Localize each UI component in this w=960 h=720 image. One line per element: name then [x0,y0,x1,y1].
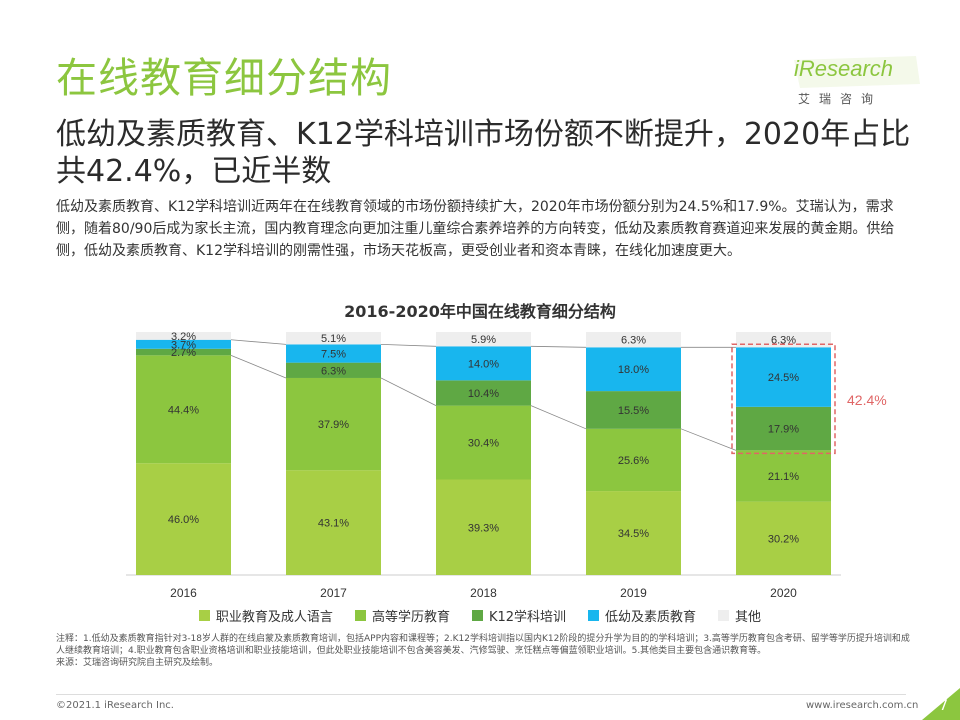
x-tick-label-2016: 2016 [170,586,197,600]
chart-title: 2016-2020年中国在线教育细分结构 [344,302,616,321]
legend-item-early-quality: 低幼及素质教育 [588,606,696,625]
page-title: 在线教育细分结构 [56,54,392,102]
bar-k12-2017 [286,362,381,378]
highlight-label: 42.4% [847,392,887,408]
bar-higher-ed-2019 [586,428,681,492]
bar-vocational-2020 [736,501,831,575]
website-url: www.iresearch.com.cn [806,700,919,711]
chart-legend: 职业教育及成人语言 高等学历教育 K12学科培训 低幼及素质教育 其他 [0,606,960,625]
legend-label-vocational: 职业教育及成人语言 [215,610,333,625]
bar-vocational-2018 [436,479,531,575]
connector-higher-ed-1 [380,377,437,406]
data-label-vocational-2017: 43.1% [318,518,349,530]
x-tick-label-2019: 2019 [620,586,647,600]
data-label-k12-2017: 6.3% [321,365,346,377]
data-label-vocational-2020: 30.2% [768,533,799,545]
data-label-higher-ed-2016: 44.4% [168,404,199,416]
page-number: 7 [939,698,948,714]
legend-item-other: 其他 [718,606,761,625]
page-corner-decoration [922,688,960,720]
logo-brand: iResearch [794,56,894,81]
data-label-early-quality-2017: 7.5% [321,349,346,361]
source-text: 来源：艾瑞咨询研究院自主研究及绘制。 [56,658,219,668]
data-label-k12-2019: 15.5% [618,405,649,417]
iresearch-logo: iResearch 艾瑞咨询 [792,54,922,112]
data-label-higher-ed-2018: 30.4% [468,438,499,450]
bar-early-quality-2016 [136,339,231,349]
connector-higher-ed-3 [680,428,737,451]
legend-swatch-k12 [471,610,483,621]
bar-early-quality-2020 [736,347,831,407]
data-label-higher-ed-2017: 37.9% [318,419,349,431]
legend-swatch-higher-ed [354,610,366,621]
bar-k12-2016 [136,348,231,356]
data-label-higher-ed-2020: 21.1% [768,471,799,483]
x-tick-label-2018: 2018 [470,586,497,600]
logo-subtitle: 艾瑞咨询 [798,92,883,106]
bar-higher-ed-2020 [736,450,831,502]
data-label-other-2016: 3.2% [171,331,196,343]
data-label-k12-2018: 10.4% [468,388,499,400]
bar-other-2018 [436,332,531,347]
legend-label-early-quality: 低幼及素质教育 [605,610,697,625]
body-paragraph: 低幼及素质教育、K12学科培训近两年在在线教育领域的市场份额持续扩大，2020年… [56,199,895,259]
bar-higher-ed-2018 [436,405,531,480]
connector-early-quality-2 [530,345,587,348]
bar-k12-2019 [586,391,681,429]
bar-vocational-2017 [286,470,381,575]
x-tick-label-2020: 2020 [770,586,797,600]
connector-higher-ed-0 [230,354,287,379]
data-label-early-quality-2019: 18.0% [618,364,649,376]
logo-mark [794,56,920,88]
legend-item-vocational: 职业教育及成人语言 [198,606,333,625]
bar-vocational-2016 [136,463,231,575]
data-label-early-quality-2018: 14.0% [468,358,499,370]
bar-higher-ed-2017 [286,377,381,471]
data-label-early-quality-2020: 24.5% [768,372,799,384]
bar-other-2019 [586,332,681,348]
bar-other-2020 [736,332,831,348]
data-label-vocational-2018: 39.3% [468,522,499,534]
highlight-box [731,343,836,455]
legend-label-higher-ed: 高等学历教育 [371,610,450,625]
connector-higher-ed-2 [530,405,587,430]
footer-divider [56,694,906,695]
legend-swatch-other [718,610,730,621]
data-label-other-2017: 5.1% [321,333,346,345]
bar-k12-2020 [736,406,831,451]
x-tick-label-2017: 2017 [320,586,347,600]
bar-higher-ed-2016 [136,355,231,464]
legend-label-k12: K12学科培训 [488,610,567,625]
legend-item-k12: K12学科培训 [471,606,567,625]
bar-early-quality-2018 [436,346,531,381]
bar-vocational-2019 [586,491,681,575]
data-label-k12-2020: 17.9% [768,424,799,436]
notes-text: 注释：1.低幼及素质教育指针对3-18岁人群的在线启蒙及素质教育培训，包括APP… [56,634,910,656]
bar-k12-2018 [436,380,531,406]
legend-swatch-early-quality [588,610,600,621]
connector-early-quality-1 [380,344,437,347]
data-label-vocational-2019: 34.5% [618,528,649,540]
bar-early-quality-2019 [586,347,681,392]
data-label-other-2018: 5.9% [471,334,496,346]
copyright: ©2021.1 iResearch Inc. [56,700,174,711]
legend-swatch-vocational [198,610,210,621]
data-label-other-2019: 6.3% [621,335,646,347]
bar-other-2017 [286,332,381,345]
legend-item-higher-ed: 高等学历教育 [354,606,450,625]
data-label-early-quality-2016: 3.7% [171,339,196,351]
connector-early-quality-0 [230,339,287,345]
headline: 低幼及素质教育、K12学科培训市场份额不断提升，2020年占比共42.4%，已近… [56,117,911,189]
bar-early-quality-2017 [286,344,381,363]
footnotes: 注释：1.低幼及素质教育指针对3-18岁人群的在线启蒙及素质教育培训，包括APP… [56,633,918,669]
data-label-higher-ed-2019: 25.6% [618,455,649,467]
legend-label-other: 其他 [735,610,762,625]
bar-other-2016 [136,332,231,340]
data-label-vocational-2016: 46.0% [168,514,199,526]
data-label-k12-2016: 2.7% [171,347,196,359]
